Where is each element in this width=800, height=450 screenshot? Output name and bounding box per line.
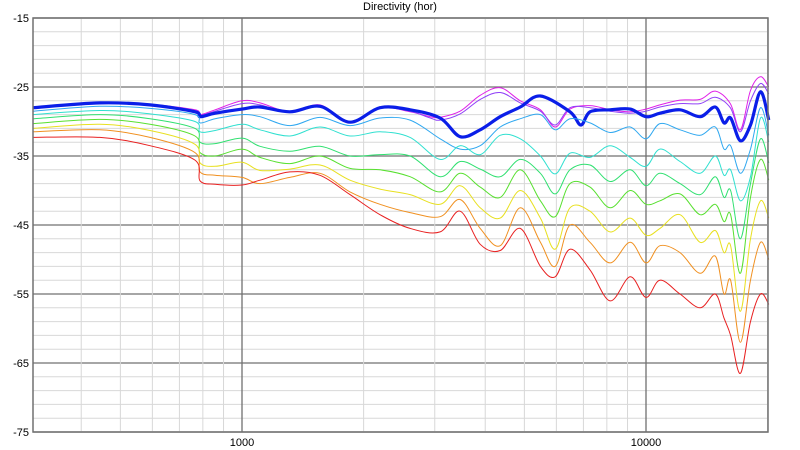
curve-spring-green [33,114,770,240]
curve-cyan [33,109,770,202]
y-tick-label: -25 [13,82,29,94]
curve-sky-blue [33,105,770,174]
y-axis-labels: -15 -25 -35 -45 -55 -65 -75 [13,13,29,439]
grid [33,17,769,433]
curve-blue [32,90,771,143]
x-axis-labels: 1000 10000 [230,437,662,449]
y-tick-label: -15 [13,13,29,25]
curve-red [33,136,770,374]
x-tick-label: 1000 [230,437,254,449]
plot-frame [32,17,769,433]
y-tick-label: -65 [13,358,29,370]
y-tick-label: -45 [13,220,29,232]
y-tick-label: -55 [13,289,29,301]
curve-magenta [33,76,770,131]
curve-green [33,118,770,274]
y-tick-label: -75 [13,427,29,439]
curve-orange [33,129,770,343]
x-tick-label: 10000 [631,437,662,449]
y-tick-label: -35 [13,151,29,163]
curve-purple [33,82,770,133]
curve-yellow [33,123,770,312]
curves [32,76,771,374]
chart-title: Directivity (hor) [363,1,437,13]
